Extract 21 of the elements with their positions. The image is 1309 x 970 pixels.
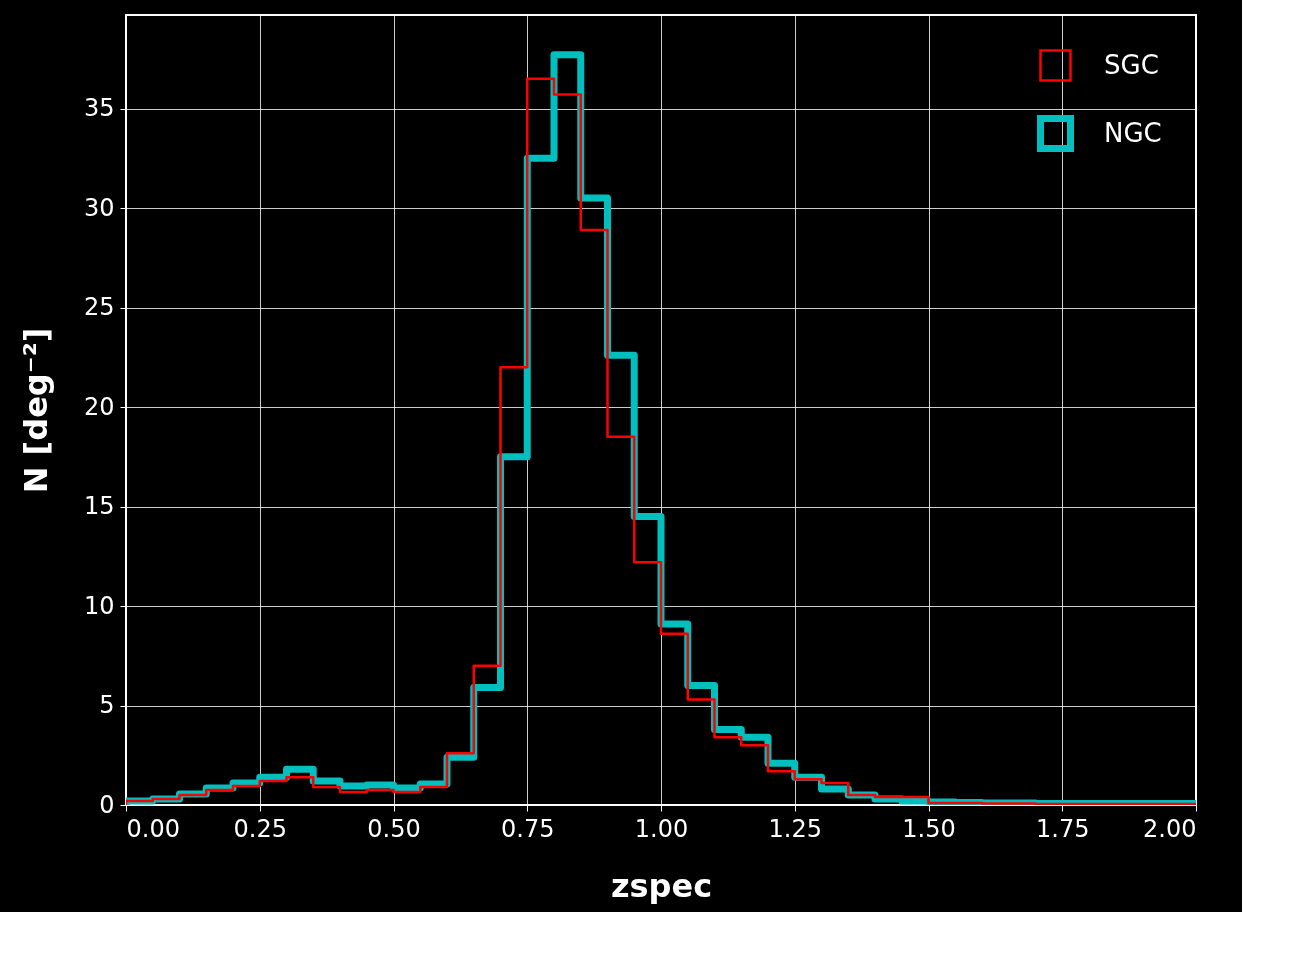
legend-label: SGC	[1104, 49, 1159, 80]
legend-label: NGC	[1104, 117, 1162, 148]
x-tick-label: 2.00	[1143, 814, 1197, 843]
x-axis-title: zspec	[610, 866, 713, 905]
x-tick-label: 0.25	[233, 814, 287, 843]
x-tick-label: 1.75	[1036, 814, 1090, 843]
y-tick-label: 15	[83, 492, 115, 521]
x-tick-label: 1.25	[768, 814, 822, 843]
y-tick-label: 35	[83, 94, 115, 123]
y-tick-label: 5	[99, 691, 115, 719]
x-tick-label: 1.00	[634, 814, 689, 843]
y-axis-title: N [deg⁻²]	[16, 327, 55, 494]
y-tick-label: 30	[83, 193, 115, 222]
y-tick-label: 20	[83, 392, 115, 421]
y-tick-label: 25	[83, 293, 115, 322]
y-tick-label: 10	[83, 591, 115, 620]
y-tick-label: 0	[99, 790, 115, 819]
x-tick-label: 0.50	[367, 814, 421, 843]
x-tick-label: 1.50	[902, 814, 956, 843]
x-tick-label: 0.75	[501, 814, 555, 843]
x-tick-label: 0.00	[126, 814, 180, 843]
